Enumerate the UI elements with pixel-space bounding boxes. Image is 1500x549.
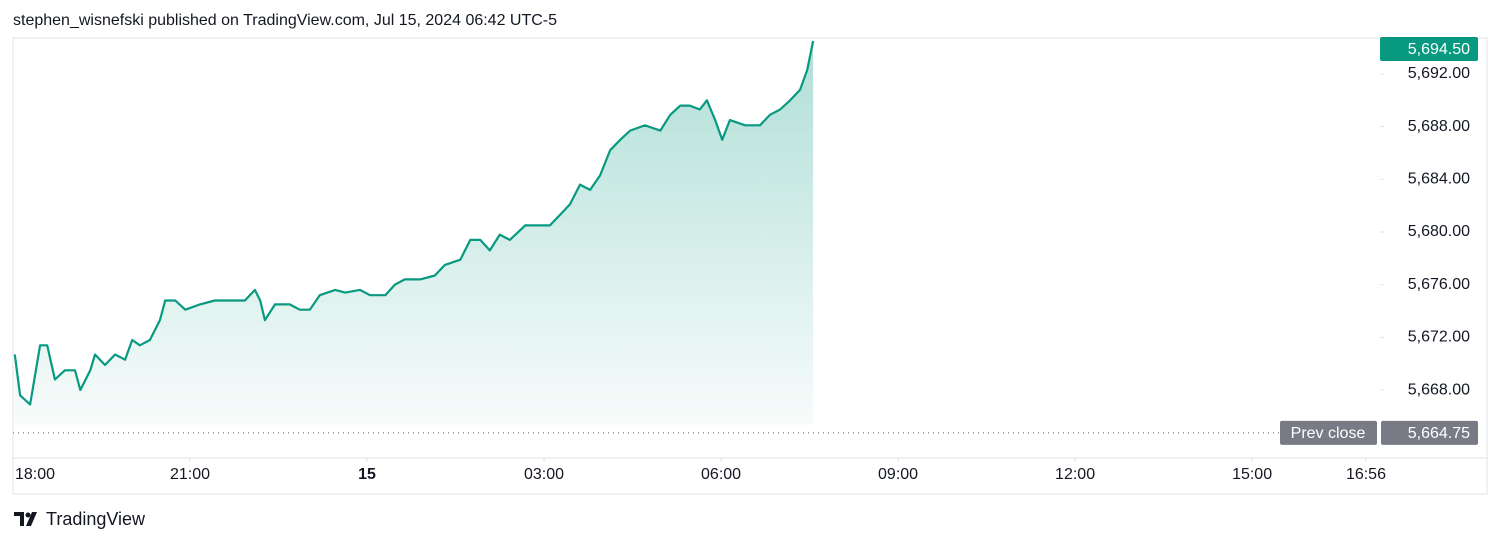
logo (14, 512, 37, 526)
y-tick-label: 5,692.00 (1408, 65, 1470, 82)
header: stephen_wisnefski published on TradingVi… (13, 12, 557, 29)
prev-close-tag (1280, 420, 1377, 445)
x-tick-label: 15:00 (1232, 466, 1272, 483)
footer-brand: TradingView (46, 509, 146, 529)
chart-frame (12, 37, 1488, 495)
x-tick-label: 06:00 (701, 466, 741, 483)
y-tick-label: 5,684.00 (1408, 171, 1470, 188)
y-tick-label: 5,676.00 (1408, 276, 1470, 293)
x-tick-label: 15 (358, 466, 376, 483)
last-price-label: 5,694.50 (1408, 41, 1470, 58)
x-tick-label: 18:00 (15, 466, 55, 483)
x-tick-label: 03:00 (524, 466, 564, 483)
x-tick-label: 16:56 (1346, 466, 1386, 483)
price-line (13, 40, 815, 406)
prev-close-value: 5,664.75 (1408, 425, 1470, 442)
x-tick-label: 21:00 (170, 466, 210, 483)
y-tick-label: 5,680.00 (1408, 223, 1470, 240)
prev-close-label: Prev close (1291, 425, 1366, 442)
y-tick-label: 5,688.00 (1408, 118, 1470, 135)
x-tick-label: 12:00 (1055, 466, 1095, 483)
y-tick-label: 5,668.00 (1408, 381, 1470, 398)
x-tick-label: 09:00 (878, 466, 918, 483)
area-fill (14, 41, 814, 425)
prev-close-value-tag (1381, 420, 1478, 445)
last-price-tag (1380, 37, 1478, 61)
y-tick-label: 5,672.00 (1408, 329, 1470, 346)
